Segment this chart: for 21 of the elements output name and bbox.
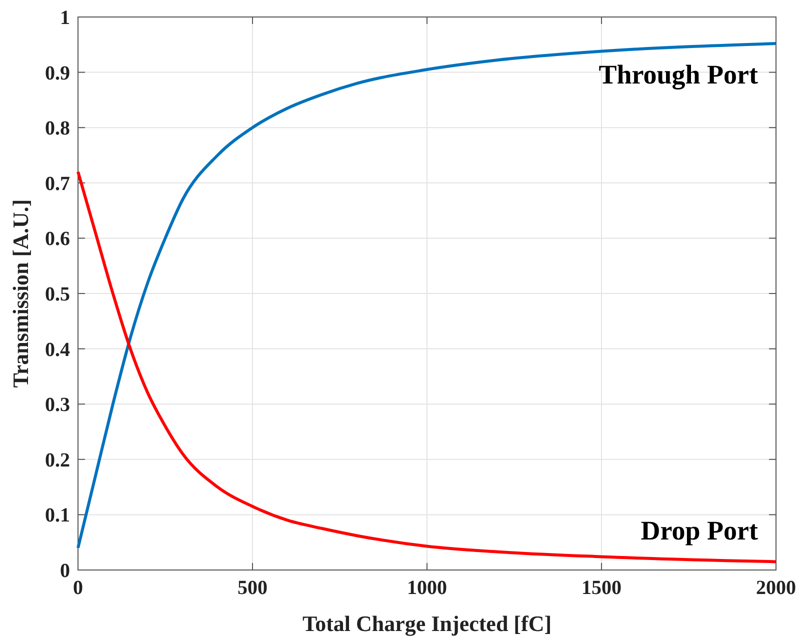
line-series — [76, 42, 778, 550]
line-series — [76, 170, 778, 564]
y-tick-label: 0.2 — [45, 449, 70, 472]
y-tick-label: 0.9 — [45, 62, 70, 84]
y-tick-label: 0.6 — [45, 228, 70, 250]
x-tick-label: 1000 — [407, 577, 447, 599]
series-label: Through Port — [598, 60, 758, 90]
y-tick-label: 0.8 — [45, 118, 70, 140]
y-tick-label: 0.1 — [45, 504, 70, 527]
y-tick-label: 0.4 — [45, 338, 70, 361]
y-tick-label: 0.7 — [45, 172, 70, 195]
y-tick-label: 1 — [60, 7, 70, 29]
y-tick-label: 0.5 — [45, 284, 70, 306]
y-tick-label: 0.3 — [45, 394, 70, 416]
x-tick-label: 500 — [238, 577, 268, 599]
x-axis-title: Total Charge Injected [fC] — [302, 611, 552, 636]
y-tick-label: 0 — [60, 560, 70, 582]
y-axis-title: Transmission [A.U.] — [8, 199, 33, 388]
x-tick-label: 2000 — [756, 577, 796, 599]
series-label: Drop Port — [640, 516, 758, 546]
x-tick-label: 1500 — [582, 577, 622, 599]
